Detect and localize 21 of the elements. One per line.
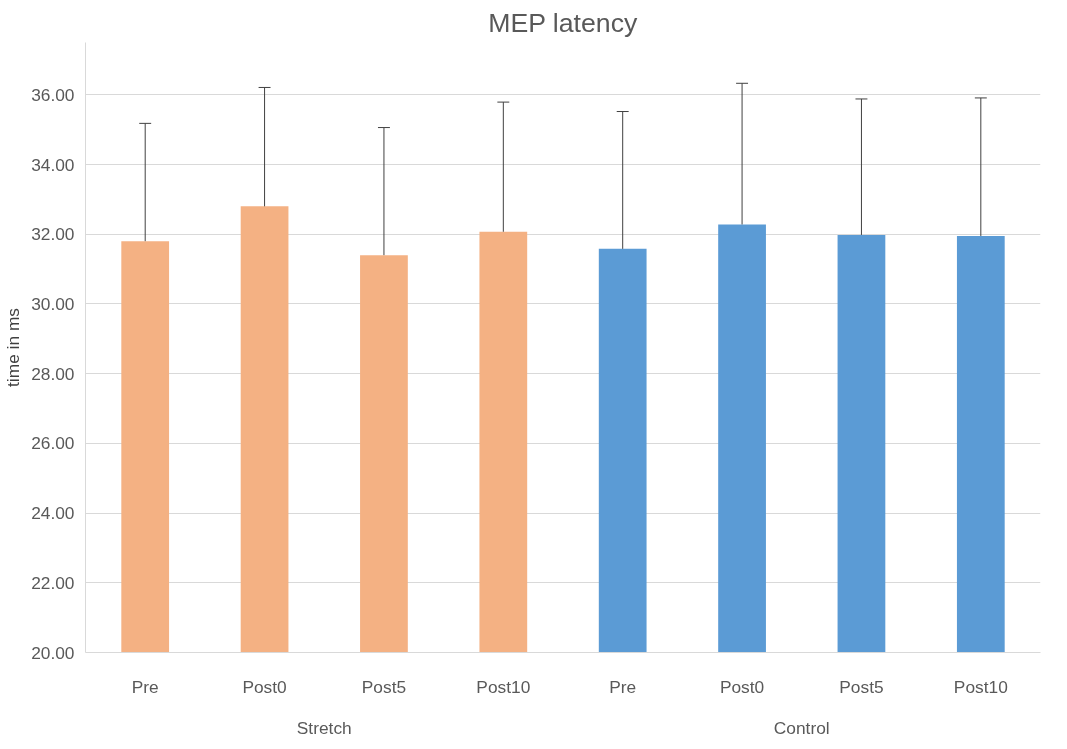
y-tick-label: 32.00 xyxy=(31,224,75,245)
x-tick-label: Post0 xyxy=(719,676,765,697)
text: Stretch xyxy=(296,717,352,738)
y-tick-label: 28.00 xyxy=(31,363,75,384)
text: Control xyxy=(773,717,830,738)
x-tick-label: Post5 xyxy=(839,676,884,697)
y-tick-label: 20.00 xyxy=(31,642,75,663)
y-tick-label: 30.00 xyxy=(31,293,75,314)
y-tick-label: 26.00 xyxy=(31,433,75,454)
x-tick-label: Post10 xyxy=(476,676,531,697)
x-tick-label: Pre xyxy=(609,676,637,697)
x-tick-label: Post5 xyxy=(361,676,407,697)
y-tick-label: 34.00 xyxy=(31,154,75,175)
x-tick-label: Post0 xyxy=(242,676,287,697)
y-tick-label: 36.00 xyxy=(31,84,75,105)
y-tick-label: 22.00 xyxy=(31,572,75,593)
chart-title: MEP latency xyxy=(488,7,638,38)
x-tick-label: Pre xyxy=(131,676,159,697)
y-axis-title: time in ms xyxy=(3,307,24,387)
x-tick-label: Post10 xyxy=(953,676,1008,697)
y-tick-label: 24.00 xyxy=(31,503,75,524)
